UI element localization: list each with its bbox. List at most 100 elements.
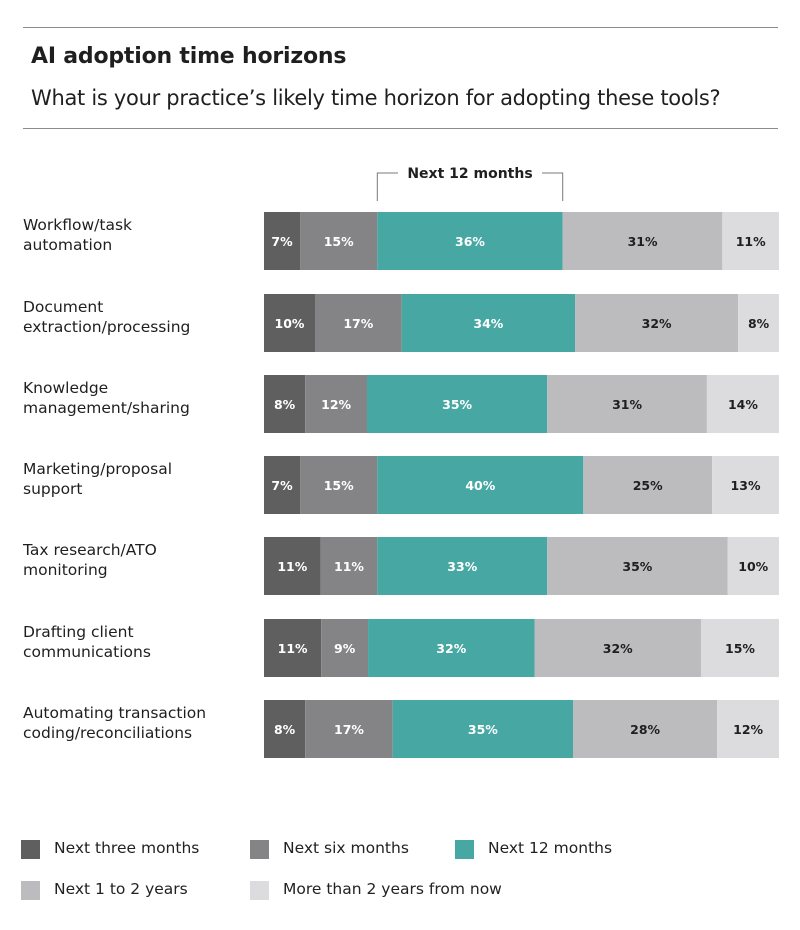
data-label: 34% [473, 316, 503, 331]
data-label: 25% [633, 478, 663, 493]
bar-segment [377, 212, 563, 270]
legend-swatch [21, 840, 40, 859]
category-label-line: communications [23, 643, 151, 661]
category-label-line: management/sharing [23, 399, 190, 417]
category-label: Knowledge management/sharing [23, 379, 190, 417]
category-label-line: coding/reconciliations [23, 724, 192, 742]
legend-swatch [21, 881, 40, 900]
bar-segment [534, 619, 701, 677]
bar-segment [305, 700, 393, 758]
data-label: 12% [733, 722, 763, 737]
data-label: 12% [321, 397, 351, 412]
chart-subtitle: What is your practice’s likely time hori… [31, 86, 721, 110]
data-label: 35% [622, 559, 652, 574]
category-label-line: Knowledge [23, 379, 108, 397]
bar-segment [738, 294, 779, 352]
data-label: 35% [468, 722, 498, 737]
data-label: 32% [603, 641, 633, 656]
bar-segment [320, 537, 378, 595]
data-label: 11% [736, 234, 766, 249]
data-label: 40% [465, 478, 495, 493]
category-label-line: Drafting client [23, 623, 134, 641]
data-label: 13% [731, 478, 761, 493]
bar-segment [547, 375, 707, 433]
legend-label: Next three months [54, 839, 200, 857]
data-label: 28% [630, 722, 660, 737]
category-label: Drafting client communications [23, 623, 151, 661]
bar-segment [700, 619, 779, 677]
bar-segment [573, 700, 718, 758]
category-label-line: monitoring [23, 561, 108, 579]
legend-swatch [250, 840, 269, 859]
bar-segment [575, 294, 739, 352]
bar-segment [377, 456, 584, 514]
header-rule [23, 128, 778, 129]
bar-segment [367, 375, 548, 433]
data-label: 32% [436, 641, 466, 656]
bar-segment [712, 456, 779, 514]
data-label: 17% [343, 316, 373, 331]
bar-segment [727, 537, 779, 595]
category-label-line: Document [23, 298, 103, 316]
top-rule [23, 27, 778, 28]
category-label-line: Automating transaction [23, 704, 206, 722]
data-label: 7% [271, 234, 293, 249]
bar-segment [264, 700, 306, 758]
data-label: 8% [274, 722, 296, 737]
bar-segment [264, 294, 315, 352]
data-label: 11% [277, 559, 307, 574]
category-label-line: Marketing/proposal [23, 460, 172, 478]
category-label: Marketing/proposal support [23, 460, 172, 498]
bar-segment [321, 619, 369, 677]
bar-segment [583, 456, 713, 514]
category-label: Document extraction/processing [23, 298, 190, 336]
category-label-line: Workflow/task [23, 216, 132, 234]
bar-segment [401, 294, 576, 352]
category-label: Tax research/ATO monitoring [22, 541, 157, 579]
data-label: 32% [642, 316, 672, 331]
data-label: 10% [738, 559, 768, 574]
data-label: 33% [447, 559, 477, 574]
bracket-line [376, 172, 564, 201]
bar-segment [377, 537, 548, 595]
data-label: 31% [612, 397, 642, 412]
category-label-line: Tax research/ATO [22, 541, 157, 559]
legend-swatch [250, 881, 269, 900]
data-label: 17% [334, 722, 364, 737]
bar-segment [264, 375, 306, 433]
legend-swatch [455, 840, 474, 859]
chart-title: AI adoption time horizons [31, 44, 347, 69]
bar-segment [264, 619, 322, 677]
bar-segment [722, 212, 779, 270]
data-label: 15% [324, 234, 354, 249]
bracket-label: Next 12 months [407, 166, 532, 182]
category-label: Automating transaction coding/reconciliat… [23, 704, 206, 742]
legend-label: Next six months [283, 839, 409, 857]
bar-segment [305, 375, 367, 433]
bar-segment [264, 212, 301, 270]
bar-segment [706, 375, 779, 433]
data-label: 11% [278, 641, 308, 656]
legend-label: More than 2 years from now [283, 880, 502, 898]
data-label: 7% [271, 478, 293, 493]
legend-label: Next 12 months [488, 839, 613, 857]
data-label: 8% [748, 316, 770, 331]
data-label: 8% [274, 397, 296, 412]
data-label: 15% [725, 641, 755, 656]
bar-segment [300, 456, 378, 514]
data-label: 15% [324, 478, 354, 493]
category-label-line: support [23, 480, 83, 498]
bar-segment [717, 700, 779, 758]
bar-segment [562, 212, 723, 270]
data-label: 36% [455, 234, 485, 249]
bar-segment [368, 619, 535, 677]
bar-segment [264, 456, 301, 514]
data-label: 35% [442, 397, 472, 412]
data-label: 11% [334, 559, 364, 574]
bar-segment [300, 212, 378, 270]
bar-segment [314, 294, 402, 352]
data-label: 14% [728, 397, 758, 412]
bar-segment [392, 700, 573, 758]
bar-segment [264, 537, 321, 595]
